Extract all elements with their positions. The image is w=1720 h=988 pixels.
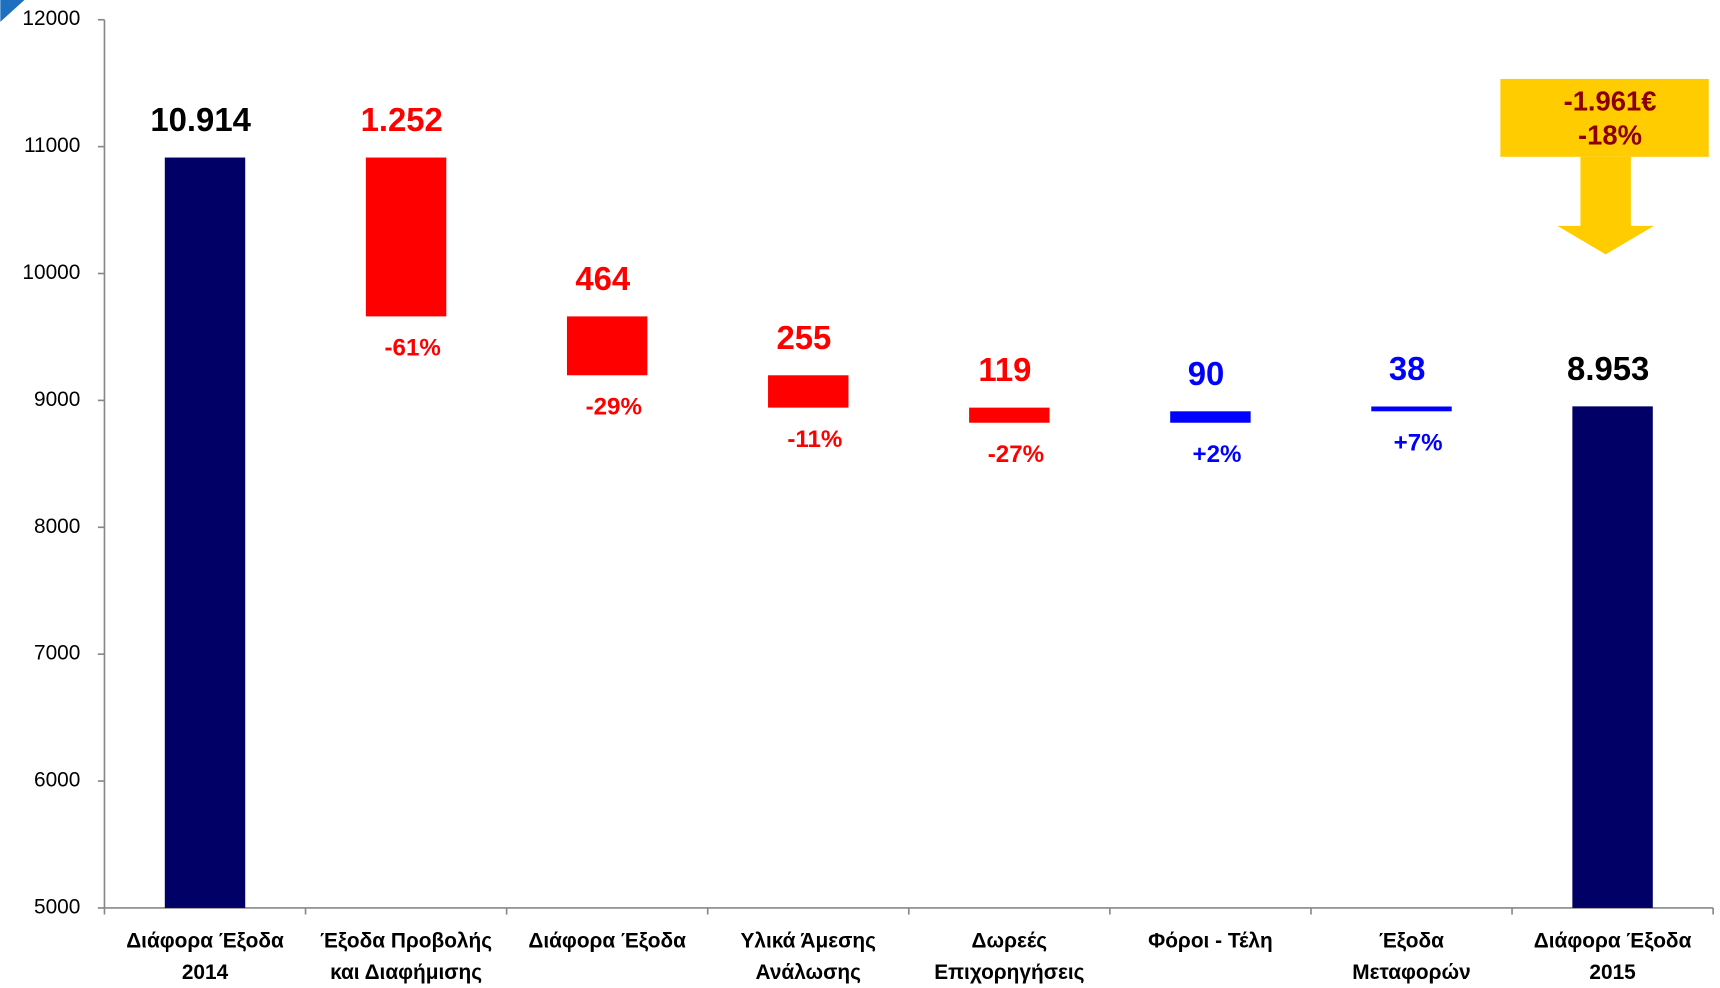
y-tick-label: 9000	[34, 388, 80, 411]
bar	[164, 157, 246, 908]
corner-decoration	[0, 0, 25, 22]
x-tick-label: Υλικά Άμεσης	[741, 929, 876, 952]
bar	[768, 375, 849, 408]
bar	[969, 407, 1050, 423]
y-tick-label: 8000	[34, 515, 80, 538]
change-label: -27%	[988, 441, 1044, 468]
value-label: 90	[1188, 355, 1225, 392]
x-tick-label: Έξοδα	[1379, 929, 1444, 952]
bar	[566, 316, 648, 376]
bar	[1371, 406, 1452, 412]
x-tick-label: Έξοδα Προβολής	[320, 929, 492, 952]
annotation-text: -1.961€	[1564, 85, 1657, 116]
value-label: 1.252	[361, 101, 443, 138]
value-label: 10.914	[150, 101, 251, 138]
bar	[1572, 406, 1653, 908]
y-tick-label: 11000	[24, 134, 80, 157]
bar	[365, 157, 447, 317]
value-label: 119	[978, 351, 1031, 388]
value-label: 464	[575, 260, 631, 297]
change-label: -61%	[385, 335, 441, 362]
bar	[1170, 411, 1251, 423]
y-tick-label: 10000	[22, 261, 80, 284]
change-label: -29%	[586, 394, 642, 421]
value-label: 8.953	[1567, 350, 1649, 387]
x-tick-label: 2014	[182, 961, 229, 984]
x-tick-label: Ανάλωσης	[756, 961, 861, 984]
x-tick-label: Δωρεές	[972, 929, 1048, 952]
x-tick-label: Διάφορα Έξοδα	[1534, 929, 1692, 952]
value-label: 255	[776, 319, 831, 356]
x-tick-label: Μεταφορών	[1352, 961, 1470, 984]
y-tick-label: 12000	[22, 7, 80, 30]
x-tick-label: Διάφορα Έξοδα	[126, 929, 284, 952]
annotation-arrow	[1557, 156, 1654, 255]
y-tick-label: 7000	[34, 642, 80, 665]
y-tick-label: 6000	[34, 769, 80, 792]
x-tick-label: 2015	[1589, 961, 1635, 984]
value-label: 38	[1389, 350, 1426, 387]
annotation-text: -18%	[1578, 119, 1642, 150]
change-label: -11%	[787, 426, 842, 453]
change-label: +7%	[1394, 430, 1443, 457]
change-label: +2%	[1193, 441, 1242, 468]
x-tick-label: Επιχορηγήσεις	[934, 961, 1084, 984]
annotation-box	[1500, 78, 1709, 157]
x-tick-label: Διάφορα Έξοδα	[528, 929, 686, 952]
x-tick-label: Φόροι - Τέλη	[1148, 929, 1273, 952]
y-tick-label: 5000	[34, 895, 80, 918]
x-tick-label: και Διαφήμισης	[330, 961, 482, 984]
